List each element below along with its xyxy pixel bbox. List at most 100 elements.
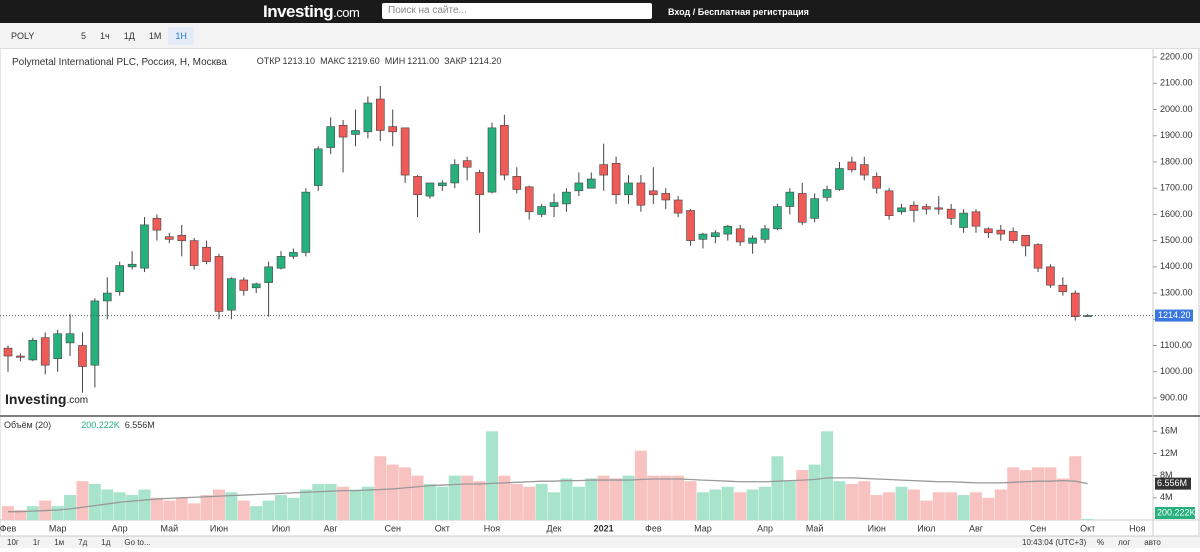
candle-body xyxy=(922,206,931,210)
login-link[interactable]: Вход / Бесплатная регистрация xyxy=(668,6,809,17)
volume-bar xyxy=(473,481,486,520)
candle-body xyxy=(698,233,708,240)
volume-bar xyxy=(436,486,449,520)
candle-body xyxy=(462,160,472,168)
candle-body xyxy=(438,182,447,186)
interval-button[interactable]: 1ч xyxy=(100,30,110,41)
range-button[interactable]: 1д xyxy=(101,537,111,547)
volume-bar xyxy=(64,495,77,520)
volume-bar xyxy=(2,506,14,520)
candle-body xyxy=(189,240,199,266)
interval-button[interactable]: 1М xyxy=(148,30,162,41)
candle-body xyxy=(810,198,819,219)
candle-body xyxy=(202,246,211,262)
volume-bar xyxy=(647,475,660,520)
candle-body xyxy=(1033,244,1043,269)
interval-button[interactable]: 5 xyxy=(81,30,87,41)
y-tick-label: 1000.00 xyxy=(1160,366,1193,376)
candle-body xyxy=(214,256,224,312)
x-tick-label: Май xyxy=(806,523,824,533)
volume-bar xyxy=(523,486,536,520)
goto-button[interactable]: Go to... xyxy=(124,537,151,547)
volume-bar xyxy=(572,486,585,520)
volume-tick-label: 4M xyxy=(1160,492,1173,502)
candle-body xyxy=(388,126,398,133)
candle-body xyxy=(1046,266,1055,286)
search-box[interactable]: Поиск на сайте... xyxy=(382,3,652,19)
ohlc-value: 1214.20 xyxy=(469,56,502,66)
x-tick-label: Июл xyxy=(917,523,935,533)
x-tick-label: Мар xyxy=(49,523,67,533)
candle-body xyxy=(661,193,671,201)
candle-body xyxy=(624,182,633,196)
candle-body xyxy=(748,237,757,244)
volume-bar xyxy=(746,489,759,520)
candle-body xyxy=(562,191,571,205)
candle-body xyxy=(115,265,124,293)
candle-body xyxy=(835,168,844,190)
candle-body xyxy=(984,228,993,234)
volume-bar xyxy=(1019,470,1032,520)
interval-button[interactable]: 1Д xyxy=(123,30,135,41)
x-tick-label: Апр xyxy=(112,523,128,533)
candle-body xyxy=(1070,292,1080,317)
candle-body xyxy=(90,300,100,366)
candle-body xyxy=(53,333,62,359)
range-button[interactable]: 1м xyxy=(54,537,65,547)
candle-body xyxy=(673,199,683,214)
range-button[interactable]: 7д xyxy=(78,537,88,547)
range-button[interactable]: 10г xyxy=(7,537,19,547)
volume-bar xyxy=(237,500,250,520)
volume-bar xyxy=(386,464,399,520)
volume-bar xyxy=(709,489,722,520)
volume-bar xyxy=(548,492,561,520)
candle-body xyxy=(524,186,534,213)
volume-bar xyxy=(684,481,697,520)
logo[interactable]: Investing.com xyxy=(263,2,360,22)
volume-bar xyxy=(610,478,623,520)
volume-bar xyxy=(88,483,101,520)
volume-bar xyxy=(907,489,920,520)
candle-body xyxy=(450,164,460,184)
title: Polymetal International PLC, Россия, Н, … xyxy=(12,57,227,68)
volume-bar xyxy=(585,478,598,520)
symbol-input[interactable]: POLY xyxy=(11,30,35,41)
x-tick-label: Май xyxy=(161,523,179,533)
candle-body xyxy=(822,189,832,198)
watermark-logo: Investing xyxy=(5,391,66,407)
range-button[interactable]: 1г xyxy=(32,537,41,547)
x-tick-label: Фев xyxy=(645,523,662,533)
candle-body xyxy=(239,279,249,291)
logo-suffix: .com xyxy=(333,4,360,20)
volume-bar xyxy=(163,500,176,520)
candle-body xyxy=(971,211,981,227)
x-tick-label: Июн xyxy=(210,523,228,533)
interval-button[interactable]: 1Н xyxy=(168,26,194,45)
x-tick-label: 2021 xyxy=(594,523,614,533)
scale-option[interactable]: % xyxy=(1097,537,1105,547)
ohlc-value: 1219.60 xyxy=(347,56,380,66)
scale-option[interactable]: авто xyxy=(1144,537,1161,547)
volume-bar xyxy=(225,492,238,520)
candle-body xyxy=(251,283,261,289)
candle-body xyxy=(636,182,646,206)
candle-body xyxy=(1008,231,1018,241)
scale-option[interactable]: лог xyxy=(1118,537,1131,547)
watermark: Investing.com xyxy=(5,391,88,407)
candle-body xyxy=(1058,284,1068,293)
volume-name: Объём (20) xyxy=(4,420,51,430)
volume-bar xyxy=(337,486,350,520)
candle-body xyxy=(934,207,944,210)
candle-body xyxy=(40,337,50,366)
candle-body xyxy=(289,252,298,257)
x-tick-label: Мар xyxy=(694,523,712,533)
volume-bar xyxy=(982,497,995,520)
volume-bar xyxy=(1007,467,1020,520)
volume-bar xyxy=(1081,518,1094,520)
volume-bar xyxy=(349,489,362,520)
x-tick-label: Ноя xyxy=(484,523,501,533)
toolbar: POLY 5 1ч 1Д 1М 1Н xyxy=(0,23,1200,49)
volume-bar xyxy=(783,481,796,520)
volume-bar xyxy=(759,486,772,520)
x-tick-label: Июн xyxy=(868,523,886,533)
